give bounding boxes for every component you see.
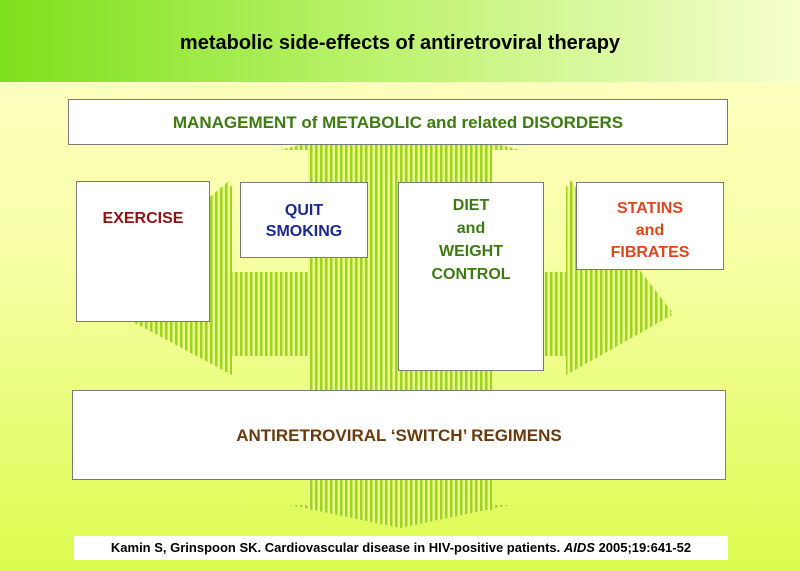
citation-journal: AIDS — [563, 540, 595, 555]
statins-line-2: and — [635, 222, 665, 239]
smoking-line-1: QUIT — [284, 202, 324, 219]
smoking-line-2: SMOKING — [265, 223, 343, 240]
quit-smoking-box: QUIT SMOKING — [240, 182, 368, 258]
title-bar — [0, 0, 800, 82]
slide-title: metabolic side-effects of antiretroviral… — [179, 32, 621, 54]
statins-line-1: STATINS — [616, 200, 684, 217]
citation-details: 2005;19:641-52 — [598, 540, 692, 555]
management-box: MANAGEMENT of METABOLIC and related DISO… — [68, 99, 728, 145]
diet-line-1: DIET — [452, 197, 490, 214]
citation-text: Kamin S, Grinspoon SK. Cardiovascular di… — [110, 540, 561, 555]
exercise-label: EXERCISE — [102, 210, 184, 227]
vertical-arrow-head-bottom — [290, 505, 510, 528]
statins-fibrates-box: STATINS and FIBRATES — [576, 182, 724, 270]
diet-line-2: and — [456, 220, 486, 237]
switch-regimens-box: ANTIRETROVIRAL ‘SWITCH’ REGIMENS — [72, 390, 726, 480]
exercise-box: EXERCISE — [76, 181, 210, 322]
diet-line-4: CONTROL — [431, 266, 511, 283]
diet-weight-box: DIET and WEIGHT CONTROL — [398, 182, 544, 371]
diet-line-3: WEIGHT — [439, 243, 503, 260]
statins-line-3: FIBRATES — [610, 244, 690, 261]
citation: Kamin S, Grinspoon SK. Cardiovascular di… — [74, 536, 728, 560]
